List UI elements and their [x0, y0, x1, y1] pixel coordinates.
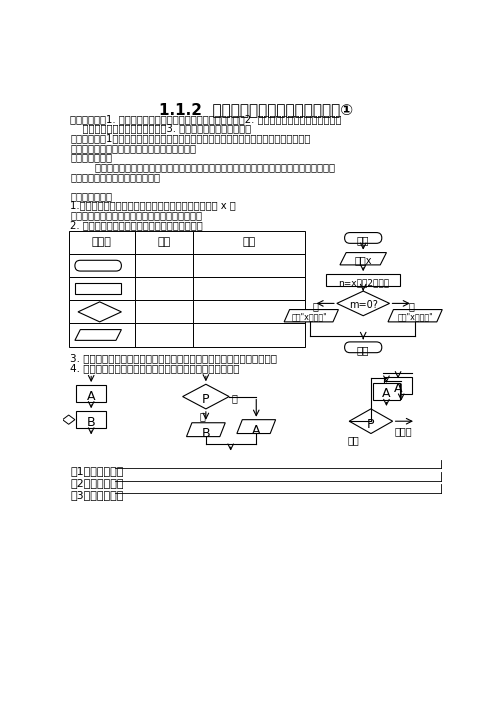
Text: （2）条件结构：: （2）条件结构：: [70, 478, 124, 488]
Text: m=0?: m=0?: [349, 300, 378, 311]
Bar: [68, 300, 134, 323]
Text: P: P: [202, 393, 209, 406]
Polygon shape: [78, 302, 122, 322]
Text: 输出"x是奇数": 输出"x是奇数": [397, 313, 433, 322]
Bar: [68, 254, 134, 277]
Text: 同学们看好？说明一下你的理由。: 同学们看好？说明一下你的理由。: [70, 172, 160, 181]
Text: 一、情境问题：: 一、情境问题：: [70, 152, 112, 162]
Text: 是: 是: [312, 301, 318, 311]
FancyBboxPatch shape: [344, 232, 382, 244]
Text: （1）顺序结构：: （1）顺序结构：: [70, 466, 124, 476]
Bar: [68, 323, 134, 347]
Polygon shape: [349, 409, 393, 433]
Bar: [192, 231, 305, 254]
Polygon shape: [182, 384, 229, 409]
Text: 二、新课探究：: 二、新课探究：: [70, 191, 112, 201]
Bar: [134, 254, 192, 277]
Polygon shape: [340, 253, 386, 265]
Polygon shape: [284, 309, 339, 322]
Text: A: A: [382, 388, 390, 400]
Bar: [192, 300, 305, 323]
Text: 开始: 开始: [357, 236, 370, 246]
Bar: [384, 377, 412, 394]
Text: （3）循环结构：: （3）循环结构：: [70, 491, 124, 501]
Text: 掌握算法的三个基本逻辑结构；3. 理解程序框图的顺序结构；: 掌握算法的三个基本逻辑结构；3. 理解程序框图的顺序结构；: [70, 124, 252, 133]
Text: B: B: [87, 416, 96, 429]
Bar: [192, 323, 305, 347]
Text: A: A: [394, 382, 402, 395]
Text: 奇偶性，请大家参考书本第六页的表格，填下表：: 奇偶性，请大家参考书本第六页的表格，填下表：: [70, 210, 202, 220]
Text: A: A: [87, 390, 96, 402]
Text: 功能: 功能: [242, 237, 256, 247]
Text: 2. 你能用语言描述一下框图的基本结构特征吗？: 2. 你能用语言描述一下框图的基本结构特征吗？: [70, 220, 203, 230]
Text: 1.右边的程序框图（如图所示），能判断任意输入的数 x 的: 1.右边的程序框图（如图所示），能判断任意输入的数 x 的: [70, 201, 236, 210]
Text: 如果你向全班同学介绍一下你心中偶像的形象，你认为用语言描述好还是拿出偶像的照片给: 如果你向全班同学介绍一下你心中偶像的形象，你认为用语言描述好还是拿出偶像的照片给: [70, 162, 335, 172]
FancyBboxPatch shape: [344, 342, 382, 353]
Bar: [372, 383, 400, 400]
FancyBboxPatch shape: [75, 261, 122, 271]
Text: n=x除以2的余数: n=x除以2的余数: [338, 278, 389, 287]
Text: P: P: [367, 418, 374, 431]
Bar: [326, 274, 400, 287]
Text: 4. 请大家探究下面分解框图，能你总结出各有什么特点吗？: 4. 请大家探究下面分解框图，能你总结出各有什么特点吗？: [70, 363, 240, 373]
Polygon shape: [75, 330, 122, 340]
Text: 否: 否: [408, 301, 414, 311]
Bar: [134, 231, 192, 254]
Polygon shape: [186, 423, 225, 436]
Text: B: B: [202, 426, 210, 440]
Bar: [192, 277, 305, 300]
Text: A: A: [252, 424, 260, 436]
Text: 成立: 成立: [348, 435, 360, 445]
Text: 结束: 结束: [357, 345, 370, 355]
Text: 不成立: 不成立: [394, 426, 412, 436]
Text: 否: 否: [232, 393, 237, 404]
Text: 【学习难点】正确地画出程序框图的顺序结构。: 【学习难点】正确地画出程序框图的顺序结构。: [70, 143, 196, 153]
Text: 【学习目标】1. 掌握程序框图的概念及其基本程序框图的功能；2. 会用通用的图形符号表示算法，: 【学习目标】1. 掌握程序框图的概念及其基本程序框图的功能；2. 会用通用的图形…: [70, 114, 342, 124]
Bar: [192, 254, 305, 277]
Polygon shape: [388, 309, 442, 322]
Bar: [68, 277, 134, 300]
Bar: [134, 300, 192, 323]
Text: 1.1.2  程序框图与算法的基本逻辑结构①: 1.1.2 程序框图与算法的基本逻辑结构①: [159, 102, 354, 116]
Text: 3. 通过以上算法与上一节课比较，你觉得用框图来表达算法有哪些特点？: 3. 通过以上算法与上一节课比较，你觉得用框图来表达算法有哪些特点？: [70, 353, 277, 363]
Text: 输入x: 输入x: [354, 256, 372, 265]
Bar: [134, 323, 192, 347]
Text: 程序框: 程序框: [92, 237, 112, 247]
Bar: [76, 411, 106, 428]
Text: 名称: 名称: [157, 237, 170, 247]
Text: 【学习重点】1．程序框图的顺序结构的画法；程序框图的概念及其基本程序框图的功能；: 【学习重点】1．程序框图的顺序结构的画法；程序框图的概念及其基本程序框图的功能；: [70, 133, 310, 143]
Bar: [68, 231, 134, 254]
Bar: [134, 277, 192, 300]
Text: 是: 是: [199, 411, 205, 421]
Polygon shape: [237, 419, 276, 433]
Text: 输出"x是偶数": 输出"x是偶数": [292, 313, 328, 322]
Polygon shape: [62, 415, 75, 424]
Polygon shape: [337, 291, 390, 316]
Bar: [76, 385, 106, 402]
Bar: [75, 283, 122, 294]
